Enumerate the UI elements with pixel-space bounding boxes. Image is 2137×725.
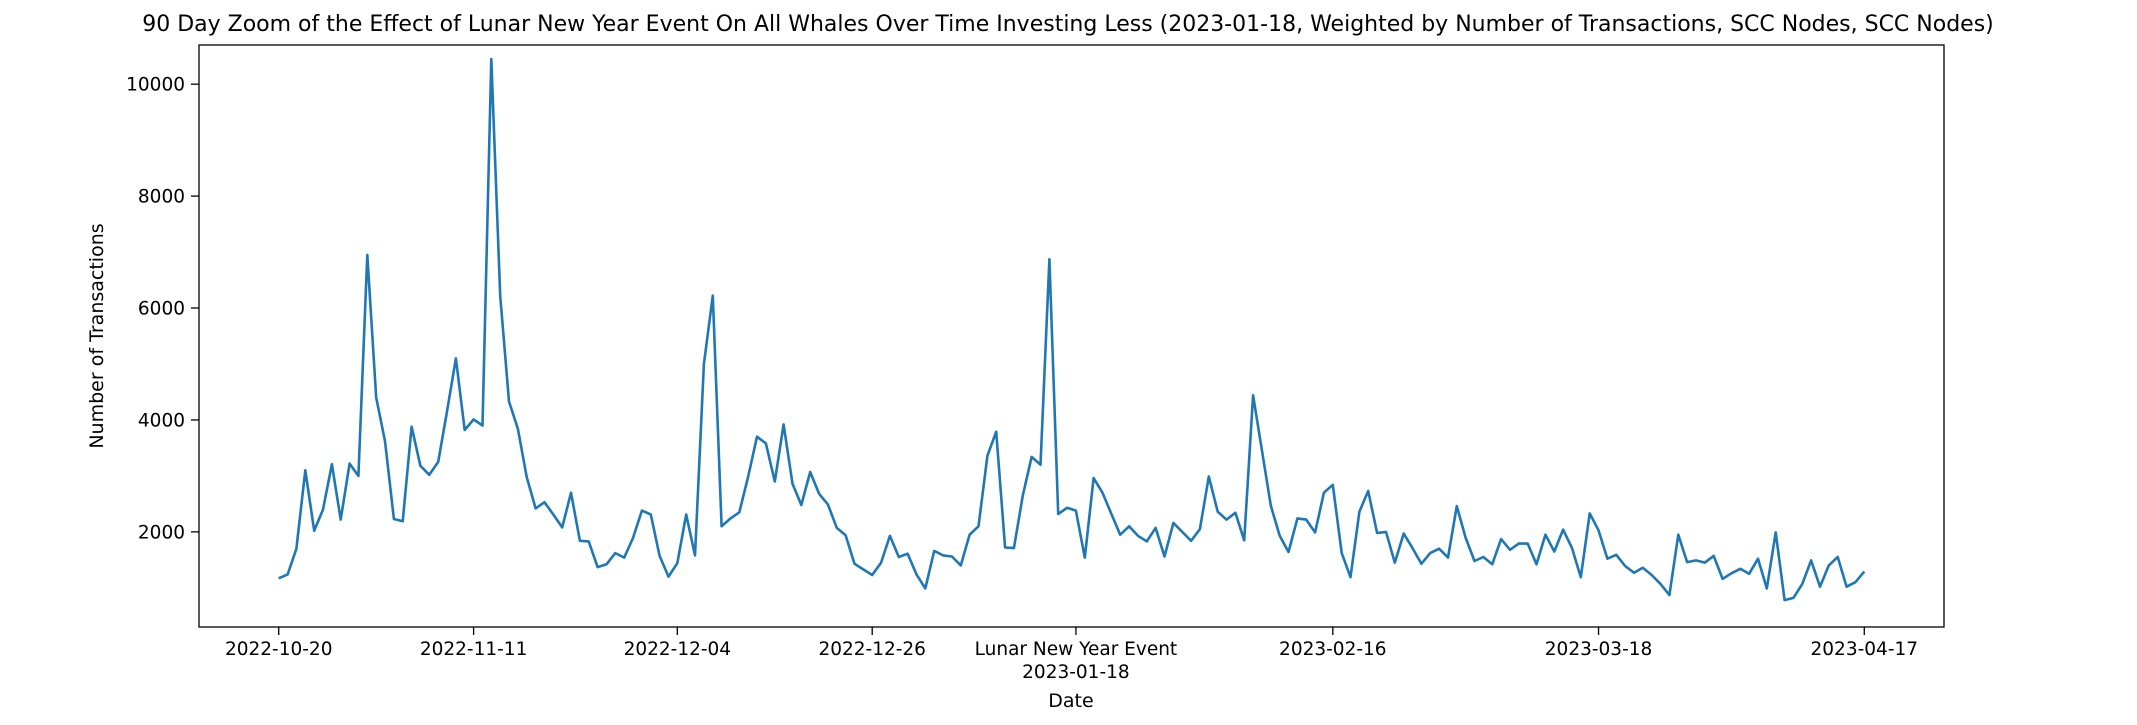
y-tick-label: 10000	[126, 75, 185, 96]
chart-title: 90 Day Zoom of the Effect of Lunar New Y…	[142, 12, 1994, 37]
y-tick-label: 4000	[138, 410, 185, 431]
x-axis: 2022-10-20 2022-11-11 2022-12-04 2022-12-26…	[225, 627, 1918, 683]
x-tick-label: 2022-11-11	[420, 639, 528, 660]
y-axis: 2000 4000 6000 8000 10000	[126, 75, 199, 543]
x-tick-label: 2023-03-18	[1545, 639, 1653, 660]
x-axis-label: Date	[1048, 690, 1093, 712]
y-axis-label: Number of Transactions	[86, 223, 108, 448]
x-tick-label: 2022-10-20	[225, 639, 333, 660]
x-tick-label: 2023-02-16	[1279, 639, 1387, 660]
y-tick-label: 2000	[138, 522, 185, 543]
plot-area	[198, 44, 1945, 628]
y-tick-label: 6000	[138, 299, 185, 320]
x-tick-label: 2023-04-17	[1811, 639, 1919, 660]
x-tick-label: 2022-12-04	[624, 639, 732, 660]
x-tick-label: 2022-12-26	[818, 639, 926, 660]
x-tick-label: 2023-01-18	[1022, 662, 1130, 683]
plot-frame	[198, 44, 1945, 628]
event-annotation-label: Lunar New Year Event	[975, 639, 1178, 660]
series-line	[278, 57, 1866, 602]
y-tick-label: 8000	[138, 187, 185, 208]
